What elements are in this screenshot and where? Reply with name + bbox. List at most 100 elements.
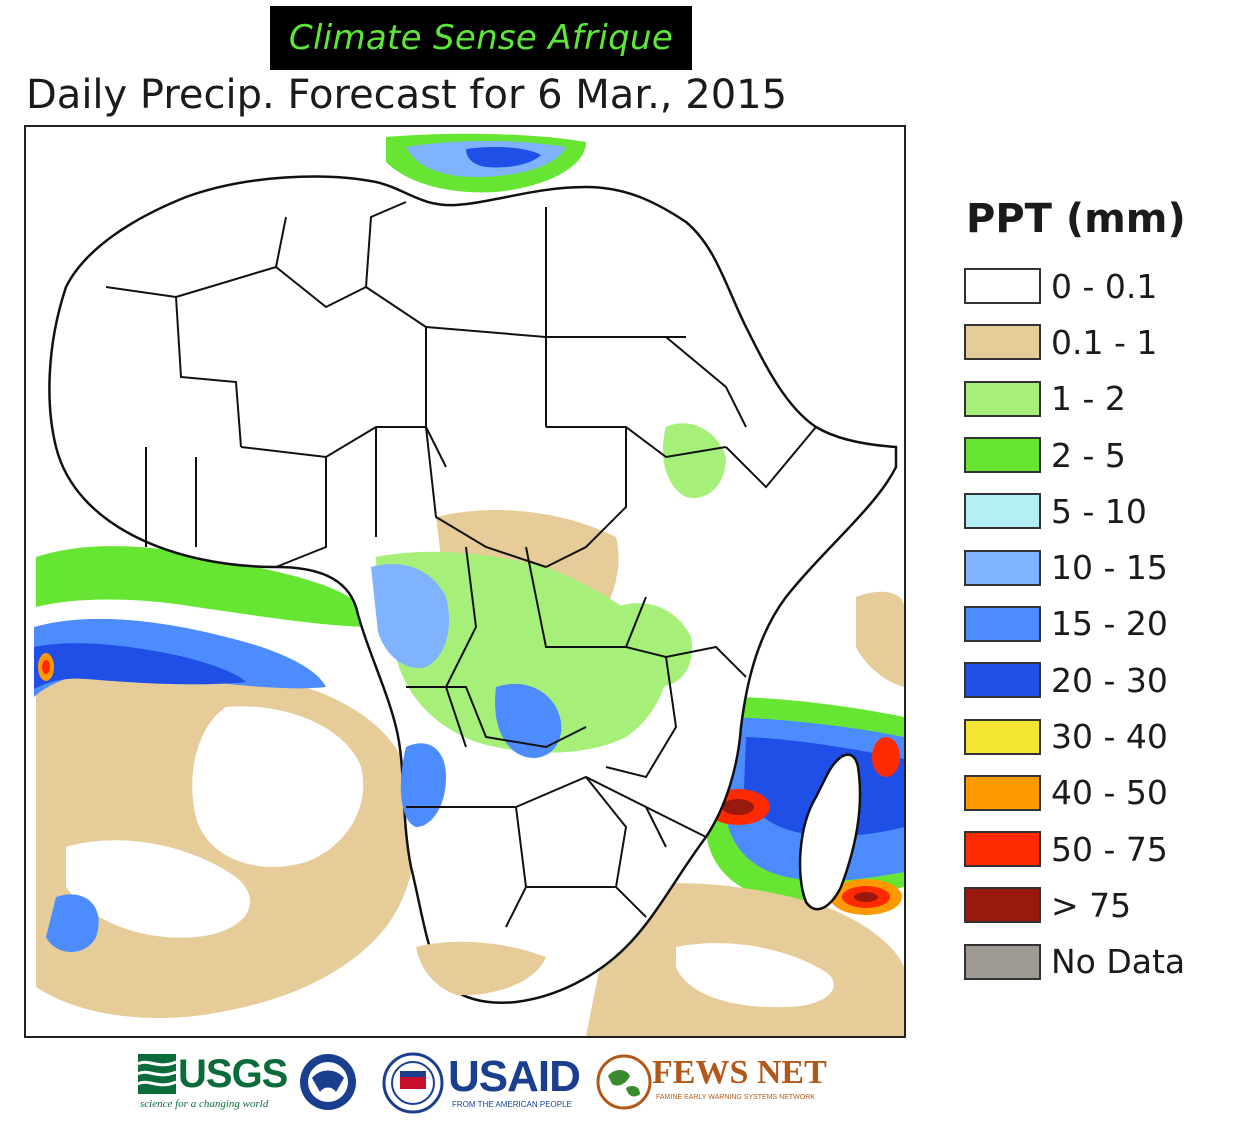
legend-items: 0 - 0.1 0.1 - 1 1 - 2 2 - 5 5 - 10 10 - 15 15 … bbox=[964, 258, 1244, 990]
partner-logos: USGS science for a changing world USAID … bbox=[138, 1050, 827, 1120]
ethiopia-green bbox=[662, 423, 726, 498]
legend-item: 30 - 40 bbox=[964, 708, 1244, 764]
legend-label: 1 - 2 bbox=[1051, 379, 1126, 419]
border-line bbox=[645, 806, 707, 838]
guinea-band-dark bbox=[34, 643, 246, 689]
border-line bbox=[625, 645, 747, 678]
usgs-logo: USGS science for a changing world bbox=[138, 1050, 298, 1114]
madagascar-outline bbox=[798, 753, 862, 911]
legend-label: 0.1 - 1 bbox=[1051, 322, 1158, 362]
usgs-wave-icon bbox=[138, 1054, 177, 1094]
legend-item: 1 - 2 bbox=[964, 371, 1244, 427]
atlantic-white-gap-2 bbox=[66, 840, 251, 938]
legend-swatch bbox=[964, 493, 1041, 530]
legend-label: 20 - 30 bbox=[1051, 660, 1168, 700]
heavy-rain-cores bbox=[38, 653, 902, 915]
legend-item: 40 - 50 bbox=[964, 765, 1244, 821]
fews-net-logo: FEWS NET FAMINE EARLY WARNING SYSTEMS NE… bbox=[596, 1050, 827, 1116]
legend-item: 0.1 - 1 bbox=[964, 314, 1244, 370]
brand-banner: Climate Sense Afrique bbox=[270, 6, 692, 70]
border-line bbox=[605, 656, 678, 779]
legend-label: 10 - 15 bbox=[1051, 548, 1168, 588]
congo-green bbox=[376, 551, 669, 753]
congo-blue-east bbox=[495, 683, 562, 758]
mediterranean-dark bbox=[466, 147, 541, 168]
usaid-seal-icon bbox=[382, 1052, 444, 1114]
southwest-blue-patch bbox=[46, 894, 99, 952]
border-line bbox=[585, 776, 628, 888]
south-indian-white bbox=[676, 943, 834, 1008]
border-line bbox=[275, 457, 327, 568]
legend-item: No Data bbox=[964, 934, 1244, 990]
border-line bbox=[175, 265, 367, 309]
guinea-band-green bbox=[36, 546, 376, 627]
border-line bbox=[515, 775, 667, 848]
legend-item: 10 - 15 bbox=[964, 539, 1244, 595]
legend-label: 0 - 0.1 bbox=[1051, 266, 1158, 306]
legend-label: 50 - 75 bbox=[1051, 829, 1168, 869]
mozambique-channel-core-dark bbox=[722, 799, 754, 815]
precipitation-legend: PPT (mm) 0 - 0.1 0.1 - 1 1 - 2 2 - 5 5 - 10 1… bbox=[964, 196, 1244, 990]
usaid-wordmark: USAID bbox=[448, 1052, 581, 1101]
border-line bbox=[240, 426, 426, 459]
border-line bbox=[545, 427, 627, 568]
legend-swatch bbox=[964, 324, 1041, 361]
land-precip-fields bbox=[371, 423, 726, 996]
legend-item: 50 - 75 bbox=[964, 821, 1244, 877]
east-madagascar-core-dark bbox=[854, 892, 878, 902]
legend-item: 20 - 30 bbox=[964, 652, 1244, 708]
border-line bbox=[663, 336, 747, 428]
legend-swatch bbox=[964, 380, 1041, 417]
legend-swatch bbox=[964, 549, 1041, 586]
legend-swatch bbox=[964, 662, 1041, 699]
south-africa-dry bbox=[416, 941, 546, 996]
border-line bbox=[425, 426, 547, 568]
map-title: Daily Precip. Forecast for 6 Mar., 2015 bbox=[26, 72, 788, 118]
legend-item: 0 - 0.1 bbox=[964, 258, 1244, 314]
noaa-logo bbox=[298, 1052, 358, 1112]
border-line bbox=[546, 426, 727, 459]
usaid-logo: USAID FROM THE AMERICAN PEOPLE bbox=[382, 1050, 596, 1116]
usgs-tagline: science for a changing world bbox=[140, 1098, 269, 1110]
legend-label: 15 - 20 bbox=[1051, 604, 1168, 644]
congo-blue bbox=[371, 564, 450, 668]
legend-label: 5 - 10 bbox=[1051, 491, 1147, 531]
legend-label: 30 - 40 bbox=[1051, 717, 1168, 757]
legend-item: 2 - 5 bbox=[964, 427, 1244, 483]
legend-swatch bbox=[964, 268, 1041, 305]
border-line bbox=[365, 201, 407, 288]
legend-label: > 75 bbox=[1051, 885, 1132, 925]
legend-label: 40 - 50 bbox=[1051, 773, 1168, 813]
border-line bbox=[725, 426, 817, 489]
fews-net-tagline: FAMINE EARLY WARNING SYSTEMS NETWORK bbox=[656, 1094, 815, 1101]
border-line bbox=[545, 207, 666, 338]
fews-net-globe-icon bbox=[596, 1054, 652, 1110]
border-line bbox=[275, 216, 287, 268]
legend-swatch bbox=[964, 718, 1041, 755]
ocean-precip-fields bbox=[34, 133, 904, 1036]
brand-banner-text: Climate Sense Afrique bbox=[288, 18, 674, 58]
legend-item: 5 - 10 bbox=[964, 483, 1244, 539]
border-line bbox=[365, 286, 447, 468]
atlantic-white-gap bbox=[192, 706, 364, 867]
map-frame bbox=[24, 125, 906, 1038]
legend-swatch bbox=[964, 437, 1041, 474]
border-line bbox=[105, 286, 242, 448]
legend-title: PPT (mm) bbox=[966, 196, 1186, 242]
border-line bbox=[525, 546, 647, 648]
fews-net-wordmark: FEWS NET bbox=[652, 1054, 827, 1091]
legend-swatch bbox=[964, 774, 1041, 811]
legend-label: No Data bbox=[1051, 942, 1186, 982]
north-madagascar-core bbox=[872, 737, 900, 777]
indian-ocean-dry bbox=[856, 591, 904, 687]
legend-label: 2 - 5 bbox=[1051, 435, 1126, 475]
precipitation-map bbox=[34, 133, 904, 1036]
usaid-tagline: FROM THE AMERICAN PEOPLE bbox=[452, 1100, 572, 1109]
legend-swatch bbox=[964, 605, 1041, 642]
country-borders bbox=[105, 201, 817, 928]
border-line bbox=[406, 686, 587, 749]
usgs-wordmark: USGS bbox=[178, 1052, 288, 1096]
border-line bbox=[444, 546, 478, 748]
legend-item: > 75 bbox=[964, 877, 1244, 933]
border-line bbox=[526, 886, 647, 918]
